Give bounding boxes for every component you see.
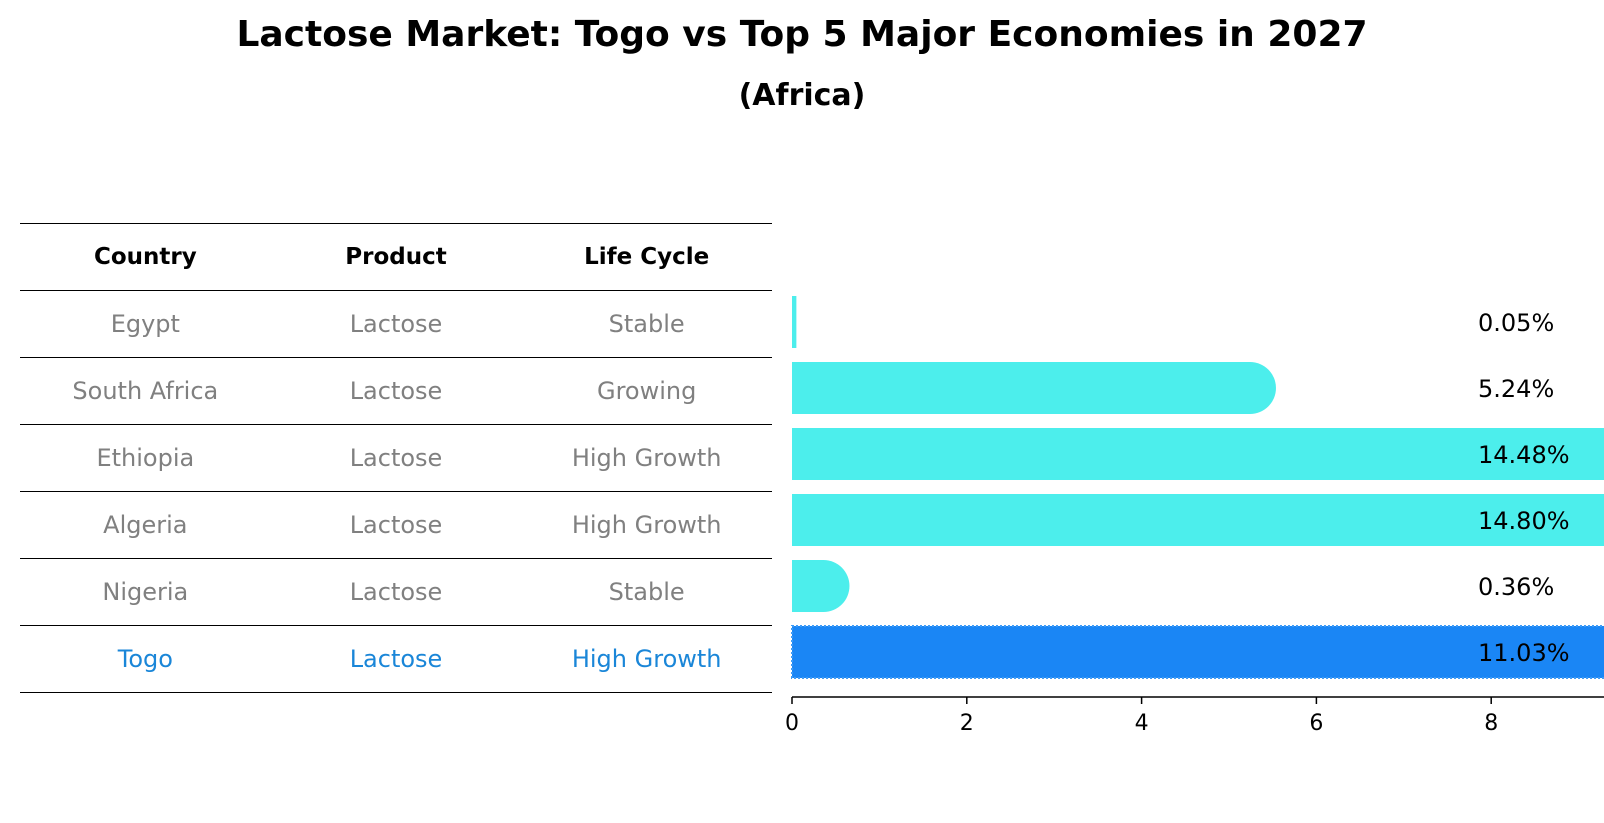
chart-title: Lactose Market: Togo vs Top 5 Major Econ… [236, 14, 1368, 55]
data-label: 0.05% [1478, 309, 1554, 337]
header-life-cycle: Life Cycle [584, 244, 710, 270]
table-row-highlight: Togo Lactose High Growth [20, 625, 772, 693]
table-row: Nigeria Lactose Stable [20, 558, 772, 625]
country-cell: Nigeria [102, 578, 189, 606]
table-row: Algeria Lactose High Growth [20, 491, 772, 558]
bar-highlight-outline [791, 625, 1604, 679]
life-cycle-cell: Stable [608, 578, 685, 606]
bar-ethiopia [792, 428, 1604, 480]
bar-algeria [792, 494, 1604, 546]
x-tick-label: 0 [785, 711, 799, 736]
life-cycle-cell: High Growth [571, 444, 722, 472]
bar-cap-nigeria [797, 560, 850, 612]
country-cell: Egypt [110, 310, 180, 338]
data-label: 14.48% [1478, 441, 1570, 469]
chart-subtitle: (Africa) [738, 78, 866, 113]
product-cell: Lactose [349, 310, 443, 338]
data-label: 14.80% [1478, 507, 1570, 535]
country-cell: South Africa [72, 377, 219, 405]
table-row: Ethiopia Lactose High Growth [20, 424, 772, 491]
product-cell: Lactose [349, 444, 443, 472]
x-tick-label: 4 [1135, 711, 1149, 736]
table-row: South Africa Lactose Growing [20, 357, 772, 424]
life-cycle-cell: High Growth [571, 645, 722, 673]
life-cycle-cell: Stable [608, 310, 685, 338]
bar-egypt [792, 296, 797, 348]
header-product: Product [345, 244, 447, 270]
bar-south-africa [792, 362, 1250, 414]
data-label: 11.03% [1478, 639, 1570, 667]
life-cycle-cell: High Growth [571, 511, 722, 539]
product-cell: Lactose [349, 511, 443, 539]
product-cell: Lactose [349, 377, 443, 405]
x-tick-label: 6 [1309, 711, 1323, 736]
x-tick-label: 8 [1484, 711, 1498, 736]
data-label: 5.24% [1478, 375, 1554, 403]
data-table: Country Product Life Cycle Egypt Lactose… [20, 223, 772, 693]
country-cell: Togo [117, 645, 173, 673]
table-header-row: Country Product Life Cycle [20, 223, 772, 290]
life-cycle-cell: Growing [596, 377, 697, 405]
data-label: 0.36% [1478, 573, 1554, 601]
x-tick-label: 2 [960, 711, 974, 736]
product-cell: Lactose [349, 645, 443, 673]
bar-togo [792, 626, 1604, 678]
table-row: Egypt Lactose Stable [20, 290, 772, 357]
product-cell: Lactose [349, 578, 443, 606]
bar-cap-south-africa [1223, 362, 1276, 414]
country-cell: Algeria [103, 511, 188, 539]
header-country: Country [93, 244, 197, 270]
country-cell: Ethiopia [96, 444, 195, 472]
